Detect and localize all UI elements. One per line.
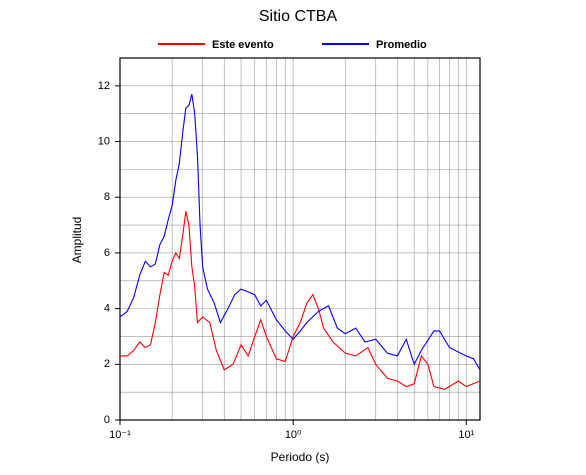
y-tick-label: 10 xyxy=(98,135,110,147)
y-tick-label: 2 xyxy=(104,358,110,370)
y-tick-label: 8 xyxy=(104,191,110,203)
x-tick-label: 10⁰ xyxy=(285,429,302,441)
legend-label: Este evento xyxy=(212,39,274,51)
chart-title: Sitio CTBA xyxy=(259,8,338,25)
series-line xyxy=(119,94,481,371)
x-tick-label: 10¹ xyxy=(458,429,474,441)
x-axis-label: Periodo (s) xyxy=(271,450,330,464)
y-tick-label: 4 xyxy=(104,303,110,315)
legend-label: Promedio xyxy=(376,39,427,51)
x-tick-label: 10⁻¹ xyxy=(109,429,131,441)
y-tick-label: 12 xyxy=(98,80,110,92)
y-axis-label: Amplitud xyxy=(70,217,84,264)
y-tick-label: 6 xyxy=(104,247,110,259)
series-line xyxy=(120,211,481,390)
y-tick-label: 0 xyxy=(104,414,110,426)
plot-frame xyxy=(119,57,481,421)
